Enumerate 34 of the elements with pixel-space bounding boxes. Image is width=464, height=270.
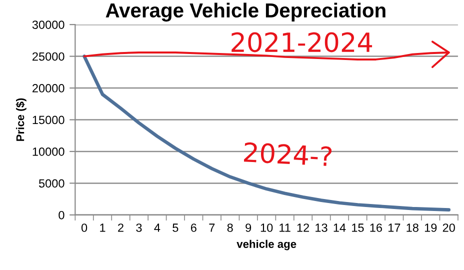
x-tick-label: 4 [154,224,160,232]
x-tick-label: 8 [227,224,233,232]
x-tick-label: 1 [100,224,106,232]
x-axis-title: vehicle age [236,240,296,250]
x-tick-label: 19 [424,224,437,232]
line-series [82,54,451,212]
x-tick-label: 9 [246,224,252,232]
x-tick-label: 10 [260,224,273,232]
x-tick-label: 5 [172,224,178,232]
y-tick-label: 20000 [32,84,64,92]
x-tick-label: 7 [209,224,215,232]
annotation: 2024-? [244,142,332,167]
x-tick-label: 16 [370,224,382,232]
y-axis-title: Price ($) [16,98,26,141]
x-tick-label: 0 [81,224,88,232]
x-tick-label: 14 [334,224,346,232]
y-tick-label: 15000 [32,116,64,124]
y-tick-label: 0 [58,210,64,220]
x-tick-label: 11 [280,224,290,232]
x-tick-label: 20 [442,224,455,232]
x-tick-label: 6 [190,224,196,232]
x-tick-label: 15 [352,224,364,232]
chart-title: Average Vehicle Depreciation [106,2,386,22]
y-tick-label: 25000 [32,52,64,61]
y-tick-label: 5000 [38,179,64,188]
x-tick-label: 13 [316,224,328,232]
x-tick-label: 2 [118,224,124,232]
x-tick-label: 3 [136,224,142,232]
annotation: 2021-2024 [232,32,372,52]
x-tick-label: 18 [406,224,418,232]
y-tick-label: 10000 [32,148,64,156]
y-tick-label: 30000 [32,20,64,29]
x-tick-label: 17 [388,224,400,232]
x-tick-label: 12 [297,224,309,232]
